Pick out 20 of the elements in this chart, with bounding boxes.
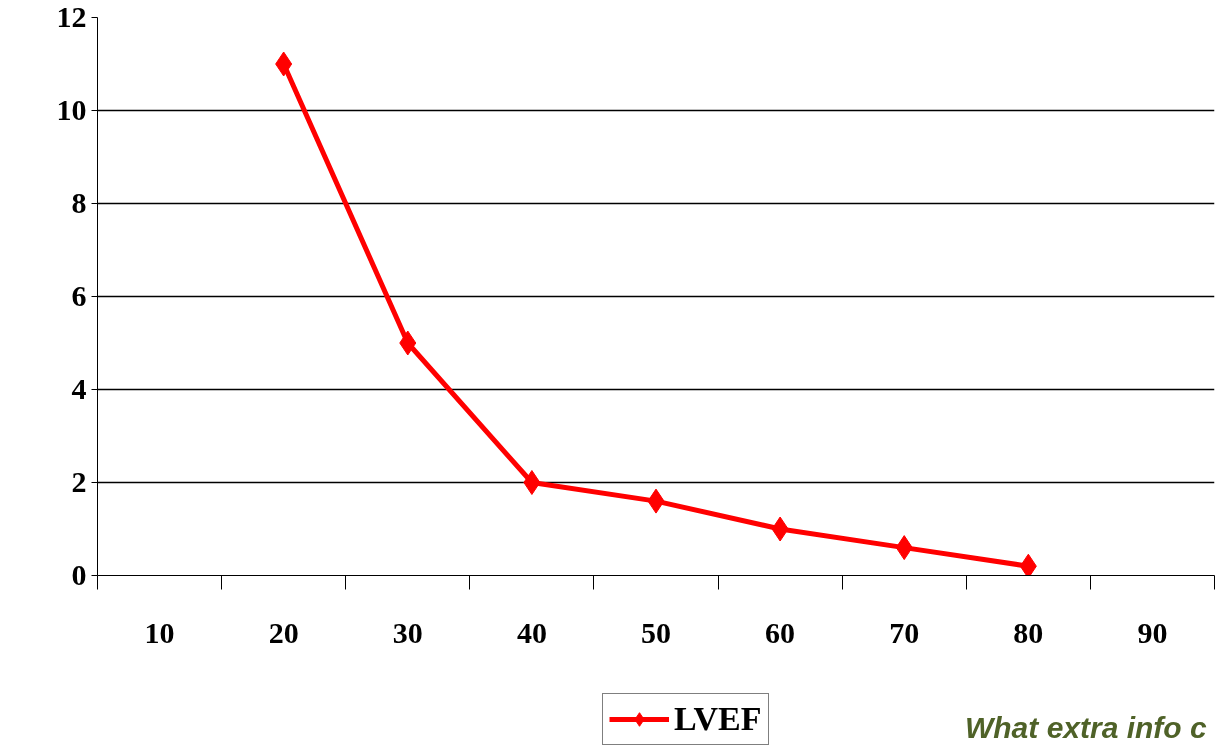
y-tick-label: 10 (56, 93, 87, 126)
x-tick-label: 80 (1013, 615, 1044, 649)
legend-label: LVEF (674, 700, 762, 738)
y-tick-label: 8 (71, 186, 87, 219)
x-tick-label: 40 (516, 615, 547, 649)
y-tick-label: 12 (56, 0, 87, 33)
point (1019, 553, 1037, 576)
y-tick-label: 2 (71, 465, 87, 498)
text: What extra info c (964, 710, 1207, 744)
y-tick-label: 4 (71, 372, 87, 405)
y-tick-label: 6 (71, 279, 87, 312)
x-tick-label: 70 (889, 615, 920, 649)
x-tick-label: 20 (268, 615, 299, 649)
x-tick-label: 10 (144, 615, 175, 649)
x-tick-label: 60 (765, 615, 796, 649)
y-tick-label: 0 (71, 558, 87, 591)
x-tick-label: 90 (1137, 615, 1168, 649)
point (523, 470, 541, 495)
x-tick-label: 30 (392, 615, 423, 649)
x-tick-label: 50 (641, 615, 671, 649)
